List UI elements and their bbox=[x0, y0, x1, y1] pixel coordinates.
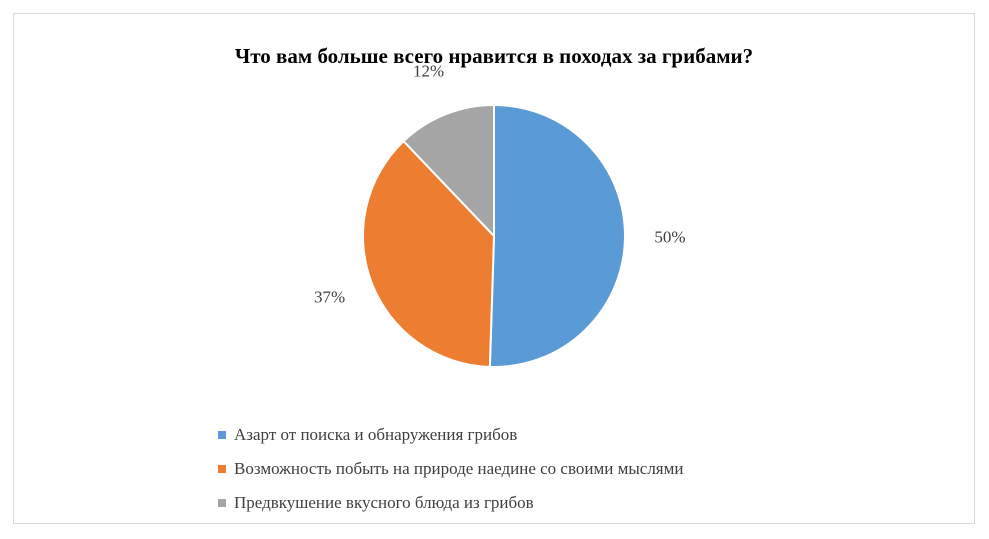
pie-slice bbox=[402, 103, 495, 239]
legend-item: Возможность побыть на природе наедине со… bbox=[218, 452, 683, 486]
legend-swatch bbox=[218, 465, 226, 473]
legend-label: Возможность побыть на природе наедине со… bbox=[234, 459, 684, 478]
legend-swatch bbox=[218, 499, 226, 507]
legend-label: Азарт от поиска и обнаружения грибов bbox=[234, 425, 518, 444]
data-label: 37% bbox=[314, 288, 345, 307]
legend-item: Предвкушение вкусного блюда из грибов bbox=[218, 486, 683, 520]
pie-slice bbox=[362, 139, 496, 368]
data-label: 12% bbox=[413, 62, 444, 81]
legend-swatch bbox=[218, 431, 226, 439]
legend-item: Азарт от поиска и обнаружения грибов bbox=[218, 418, 683, 452]
legend-label: Предвкушение вкусного блюда из грибов bbox=[234, 493, 534, 512]
chart-title: Что вам больше всего нравится в походах … bbox=[234, 44, 754, 68]
legend: Азарт от поиска и обнаружения грибов Воз… bbox=[218, 418, 683, 520]
pie-slice bbox=[488, 103, 626, 368]
data-label: 50% bbox=[654, 228, 685, 247]
